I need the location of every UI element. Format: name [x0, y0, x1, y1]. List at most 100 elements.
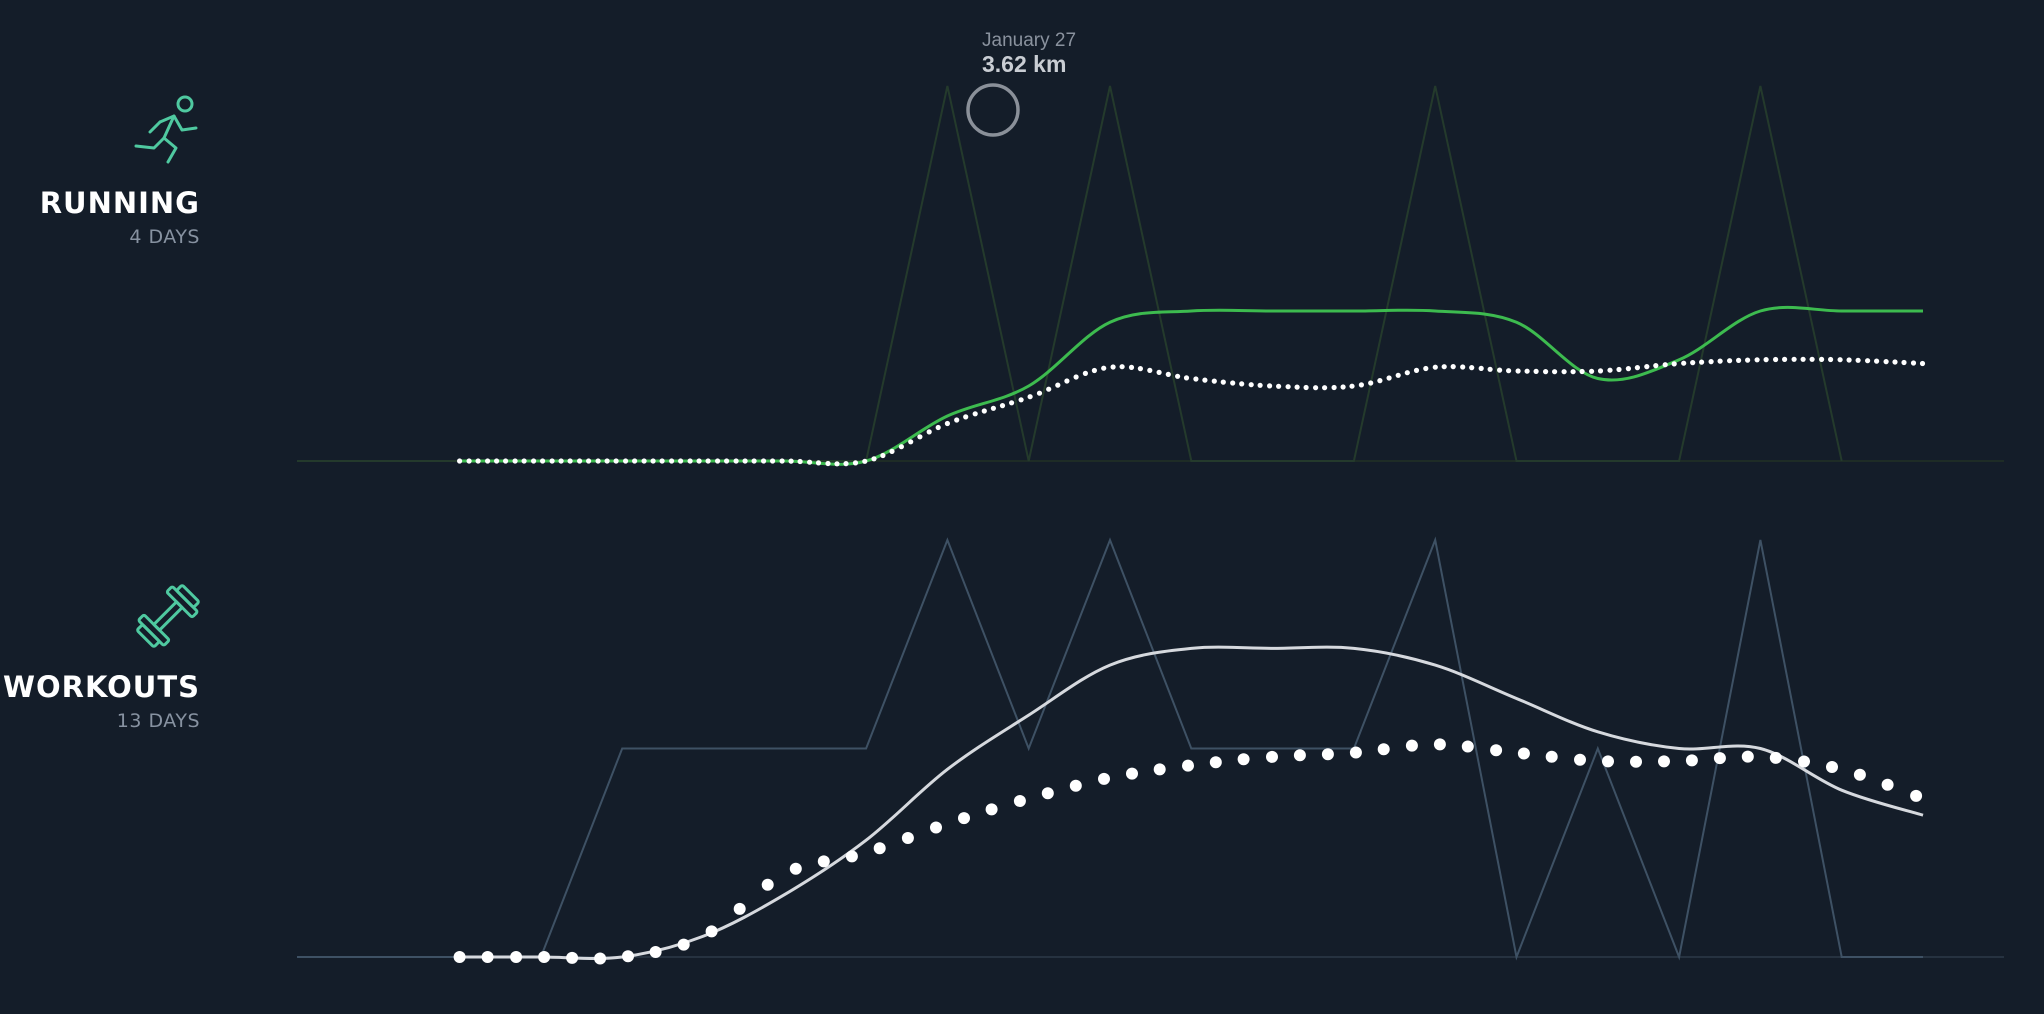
running-dot-point	[586, 458, 592, 464]
running-dot-point	[641, 458, 647, 464]
workouts-dot-point	[1574, 753, 1586, 766]
tooltip-date: January 27	[982, 30, 1076, 51]
running-dot-point	[1874, 358, 1880, 364]
workouts-dot-point	[481, 951, 494, 963]
running-dot-point	[1450, 364, 1456, 370]
running-dot-point	[1819, 356, 1825, 362]
workouts-dot-point	[817, 855, 830, 868]
running-dot-point	[696, 458, 702, 464]
running-dot-point	[1910, 360, 1917, 366]
running-dot-point	[1736, 357, 1742, 363]
workouts-dot-point	[761, 878, 774, 891]
workouts-dot-point	[538, 951, 551, 963]
workouts-dot-point	[649, 946, 662, 958]
running-dot-point	[1349, 383, 1355, 389]
running-dot-point	[1543, 369, 1549, 375]
dumbbell-icon	[130, 578, 206, 658]
running-dot-point	[1717, 358, 1723, 364]
workouts-dot-point	[1517, 747, 1530, 760]
running-dot-point	[1524, 368, 1530, 374]
running-dot-point	[1846, 357, 1852, 363]
running-dot-point	[917, 434, 923, 440]
running-dot-point	[843, 461, 849, 467]
running-dot-point	[770, 458, 776, 464]
running-dot-point	[1183, 375, 1190, 381]
tooltip: January 27 3.62 km	[966, 30, 1076, 137]
workouts-dot-point	[453, 951, 466, 963]
running-dot-point	[1506, 368, 1512, 374]
running-dot-point	[1009, 400, 1015, 406]
workouts-dot-point	[1602, 755, 1614, 768]
running-dot-point	[963, 414, 969, 420]
workouts-dot-point	[873, 842, 886, 855]
running-daily-line	[297, 85, 1843, 462]
running-dot-point	[1634, 365, 1640, 371]
workouts-dot-point	[1853, 768, 1866, 781]
running-dot-point	[761, 458, 767, 464]
running-dot-point	[889, 448, 895, 454]
workouts-dot-point	[845, 850, 858, 863]
running-dot-point	[1193, 376, 1199, 382]
workouts-chart	[297, 536, 1924, 965]
running-dot-point	[623, 458, 629, 464]
running-dot-point	[1175, 373, 1181, 379]
running-dot-point	[1708, 359, 1714, 365]
workouts-dot-point	[1041, 787, 1054, 800]
workouts-dot-point	[985, 803, 998, 816]
workouts-dot-point	[789, 862, 802, 875]
running-dot-point	[1230, 380, 1236, 386]
workouts-dot-point	[1098, 772, 1110, 785]
workouts-dot-point	[1461, 740, 1474, 753]
running-dot-point	[1211, 378, 1217, 384]
running-dot-point	[1101, 365, 1107, 371]
running-dot-point	[1147, 367, 1153, 373]
running-dot-point	[815, 460, 822, 466]
running-dot-point	[751, 458, 757, 464]
running-dot-point	[1828, 356, 1834, 363]
running-dot-point	[1644, 364, 1650, 370]
runner-icon	[130, 92, 206, 172]
running-dot-point	[1165, 371, 1171, 377]
workouts-dot-point	[1658, 755, 1670, 768]
workouts-dot-point	[566, 951, 579, 964]
running-dot-point	[1064, 378, 1070, 384]
running-dot-point	[1358, 382, 1364, 388]
running-dot-point	[475, 458, 481, 464]
workouts-dot-point	[1013, 795, 1026, 807]
running-dot-point	[1901, 359, 1907, 366]
workouts-dot-point	[1293, 749, 1306, 762]
running-chart	[297, 85, 1926, 467]
running-dot-point	[1091, 367, 1097, 374]
running-dot-point	[1413, 367, 1420, 373]
running-dot-point	[1625, 366, 1631, 372]
running-dot-point	[1248, 382, 1254, 388]
workouts-dot-point	[1545, 750, 1558, 763]
running-dot-point	[567, 458, 573, 464]
running-dot-point	[834, 461, 840, 467]
running-dot-point	[1313, 385, 1319, 391]
running-dot-point	[1267, 383, 1273, 389]
running-dot-point	[742, 458, 748, 464]
running-dot-point	[1303, 384, 1309, 391]
workouts-dot-point	[1490, 744, 1503, 757]
running-dot-point	[1745, 357, 1751, 363]
running-dot-point	[1579, 368, 1585, 375]
running-dot-point	[1487, 366, 1493, 372]
running-dot-point	[898, 444, 905, 450]
running-dot-point	[1919, 360, 1926, 367]
workouts-dot-point	[1826, 761, 1838, 773]
workouts-dot-point	[1266, 750, 1278, 763]
running-dot-point	[1883, 359, 1889, 365]
workouts-dot-point	[1321, 748, 1334, 761]
workouts-dot-point	[1910, 789, 1923, 802]
hover-marker[interactable]	[966, 83, 1020, 137]
workouts-dot-point	[958, 812, 970, 825]
running-dot-point	[669, 458, 675, 464]
running-dot-point	[1239, 381, 1245, 387]
running-dot-point	[1782, 356, 1788, 362]
running-dot-point	[1497, 367, 1503, 373]
running-dot-point	[1119, 364, 1125, 370]
running-dot-point	[807, 459, 813, 465]
running-dot-point	[1837, 357, 1843, 363]
